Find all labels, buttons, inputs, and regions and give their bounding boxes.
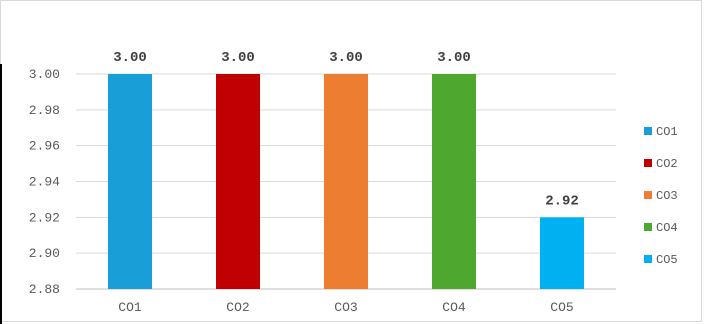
- data-label-co5: 2.92: [545, 193, 579, 209]
- y-tick-label: 2.90: [29, 246, 60, 261]
- data-label-co3: 3.00: [329, 50, 363, 66]
- legend: CO1 CO2 CO3 CO4 CO5: [644, 125, 678, 267]
- bars: [108, 74, 584, 289]
- legend-swatch-co2: [644, 159, 652, 167]
- x-tick-label: CO4: [442, 300, 466, 315]
- x-tick-label: CO1: [118, 300, 142, 315]
- y-tick-label: 2.88: [29, 282, 60, 297]
- x-tick-label: CO5: [550, 300, 573, 315]
- bar-co2: [216, 74, 260, 289]
- legend-swatch-co5: [644, 255, 652, 263]
- data-labels: 3.00 3.00 3.00 3.00 2.92: [113, 50, 579, 209]
- legend-label-co3: CO3: [656, 189, 678, 203]
- y-tick-label: 2.94: [29, 175, 60, 190]
- bar-co5: [540, 217, 584, 289]
- data-label-co4: 3.00: [437, 50, 471, 66]
- y-tick-label: 3.00: [29, 67, 60, 82]
- y-tick-label: 2.92: [29, 210, 60, 225]
- left-edge-rule: [0, 64, 2, 324]
- y-axis-tick-labels: 2.88 2.90 2.92 2.94 2.96 2.98 3.00: [29, 67, 60, 297]
- data-label-co1: 3.00: [113, 50, 147, 66]
- y-tick-label: 2.98: [29, 103, 60, 118]
- legend-swatch-co1: [644, 127, 652, 135]
- x-tick-label: CO2: [226, 300, 249, 315]
- bar-co3: [324, 74, 368, 289]
- y-tick-label: 2.96: [29, 139, 60, 154]
- legend-label-co1: CO1: [656, 125, 678, 139]
- x-axis-tick-labels: CO1 CO2 CO3 CO4 CO5: [118, 300, 573, 315]
- legend-swatch-co3: [644, 191, 652, 199]
- legend-swatch-co4: [644, 223, 652, 231]
- data-label-co2: 3.00: [221, 50, 255, 66]
- x-tick-label: CO3: [334, 300, 357, 315]
- legend-label-co5: CO5: [656, 253, 678, 267]
- bar-co4: [432, 74, 476, 289]
- legend-label-co4: CO4: [656, 221, 678, 235]
- bar-co1: [108, 74, 152, 289]
- legend-label-co2: CO2: [656, 157, 678, 171]
